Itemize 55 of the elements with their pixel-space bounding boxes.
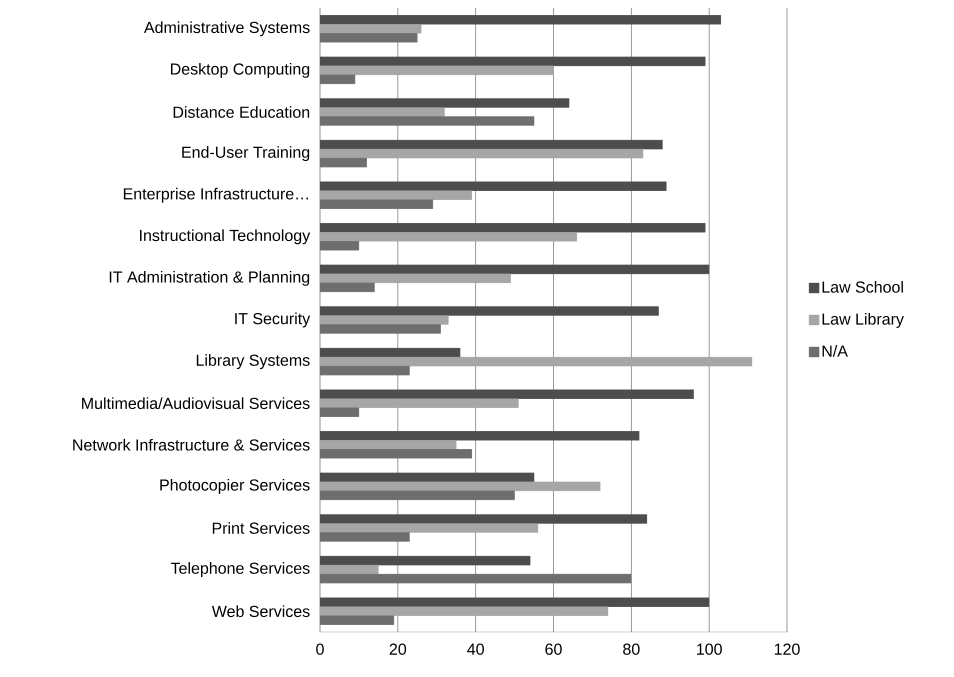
bar bbox=[320, 56, 706, 66]
y-tick-label: Multimedia/Audiovisual Services bbox=[82, 397, 310, 410]
bar bbox=[320, 482, 600, 492]
y-tick-label: Enterprise Infrastructure… bbox=[124, 188, 308, 203]
y-tick-label: Library Systems bbox=[196, 354, 310, 370]
x-tick-label: 20 bbox=[390, 644, 406, 655]
y-tick-label: End-User Training bbox=[182, 146, 310, 162]
bar bbox=[320, 223, 706, 232]
bar bbox=[320, 98, 570, 108]
bar bbox=[320, 182, 667, 191]
x-tick-label: 40 bbox=[467, 644, 484, 655]
bar bbox=[320, 15, 722, 24]
bar bbox=[320, 232, 578, 242]
x-tick-label: 80 bbox=[623, 644, 640, 655]
x-tick-label: 60 bbox=[545, 644, 562, 655]
bar bbox=[320, 348, 460, 358]
y-tick-label: Administrative Systems bbox=[144, 21, 310, 36]
y-tick-label: IT Administration & Planning bbox=[110, 270, 310, 286]
bar bbox=[320, 148, 644, 158]
y-tick-label: Instructional Technology bbox=[140, 229, 310, 244]
bar bbox=[320, 431, 640, 440]
x-tick-label: 120 bbox=[774, 644, 800, 655]
legend-label: Law School bbox=[822, 281, 903, 293]
bar bbox=[320, 356, 752, 366]
bar bbox=[320, 140, 663, 150]
y-tick-label: Print Services bbox=[212, 522, 310, 534]
bar bbox=[320, 564, 379, 574]
bar bbox=[320, 398, 519, 408]
bar bbox=[320, 190, 472, 200]
bar bbox=[320, 24, 422, 34]
legend-label: N/A bbox=[822, 344, 848, 357]
x-tick-label: 0 bbox=[316, 644, 324, 655]
bar bbox=[320, 597, 710, 607]
y-tick-label: Photocopier Services bbox=[160, 478, 310, 494]
y-tick-label: Desktop Computing bbox=[171, 62, 310, 78]
bar bbox=[320, 514, 648, 524]
bar bbox=[320, 523, 538, 533]
x-tick-label: 100 bbox=[697, 644, 722, 655]
bar bbox=[320, 440, 456, 450]
bar bbox=[320, 107, 445, 117]
bar bbox=[320, 66, 554, 76]
y-tick-label: IT Security bbox=[235, 312, 310, 328]
bar bbox=[320, 472, 534, 482]
legend-label: Law Library bbox=[822, 313, 904, 328]
bar bbox=[320, 306, 659, 316]
y-tick-label: Telephone Services bbox=[170, 562, 310, 578]
bar bbox=[320, 606, 608, 616]
y-tick-label: Distance Education bbox=[174, 106, 310, 118]
bar bbox=[320, 274, 511, 284]
y-tick-label: Web Services bbox=[212, 605, 310, 618]
bar bbox=[320, 315, 449, 325]
bar bbox=[320, 556, 530, 566]
bar bbox=[320, 264, 710, 274]
bar bbox=[320, 389, 694, 399]
y-tick-label: Network Infrastructure & Services bbox=[73, 438, 310, 451]
